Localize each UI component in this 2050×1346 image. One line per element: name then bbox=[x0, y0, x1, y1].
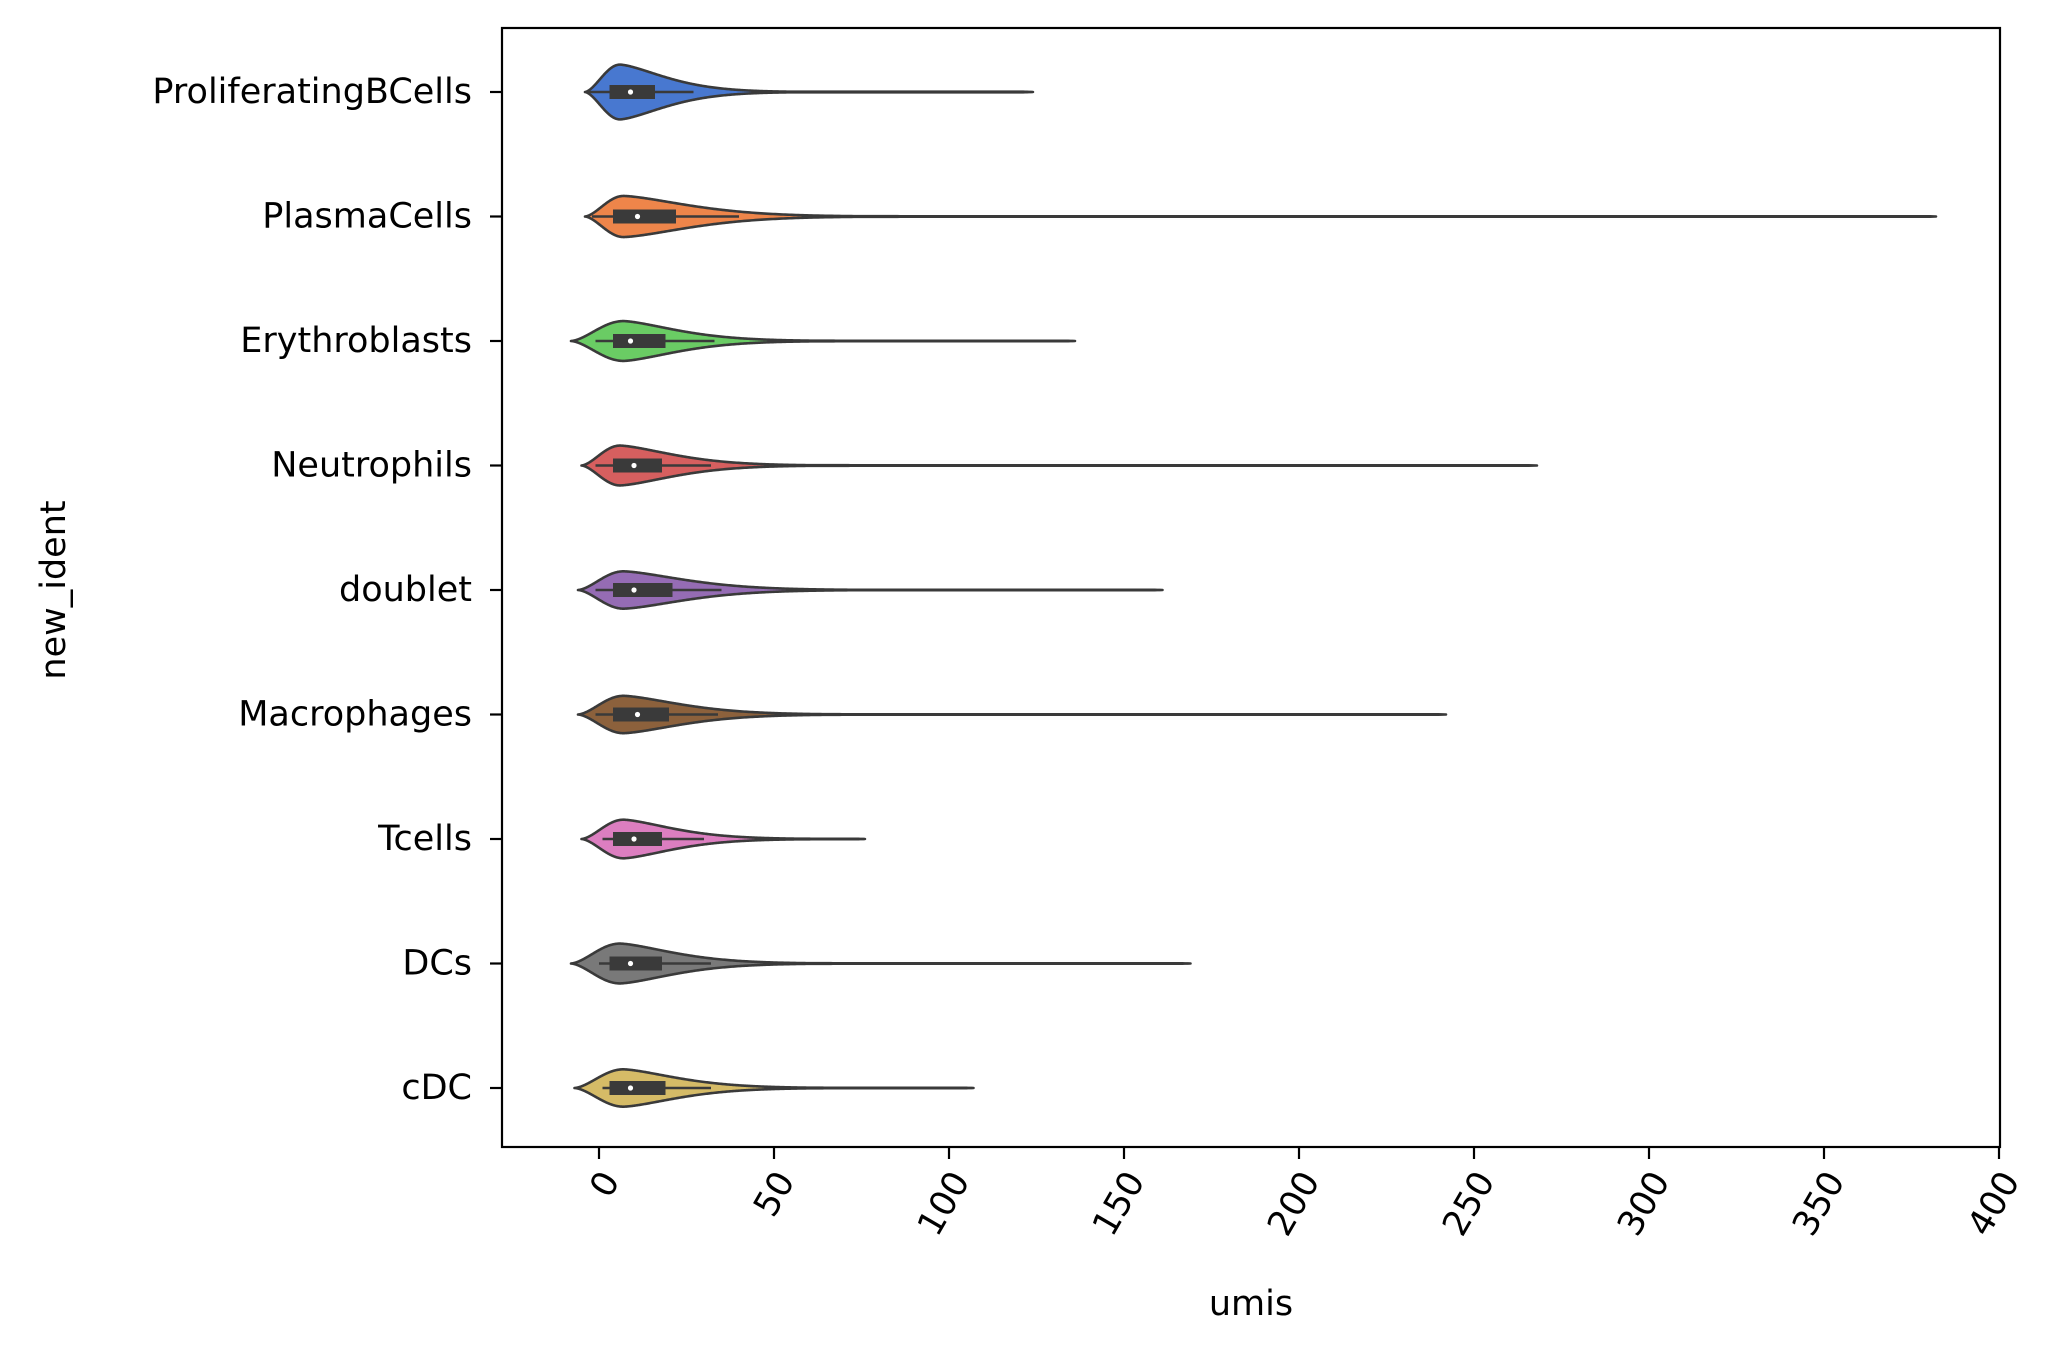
violin-tcells bbox=[580, 818, 867, 860]
y-tick-label: ProliferatingBCells bbox=[152, 72, 472, 112]
violin-dcs bbox=[569, 942, 1192, 985]
violin-iqr-box bbox=[613, 832, 662, 846]
violin-median-dot bbox=[631, 836, 637, 842]
violin-median-dot bbox=[634, 213, 641, 220]
violin-body bbox=[569, 319, 1077, 363]
violin-iqr-box bbox=[613, 583, 673, 597]
violin-iqr-box bbox=[613, 209, 676, 224]
x-tick-label: 250 bbox=[1435, 1165, 1503, 1243]
y-tick-label: cDC bbox=[401, 1068, 472, 1108]
y-tick-label: Neutrophils bbox=[271, 446, 472, 486]
x-tick-label: 350 bbox=[1785, 1165, 1853, 1243]
violin-erythroblasts bbox=[569, 319, 1077, 363]
x-tick-label: 0 bbox=[583, 1165, 629, 1204]
violin-median-dot bbox=[627, 1085, 634, 1091]
violin-iqr-box bbox=[613, 707, 669, 722]
violin-median-dot bbox=[627, 338, 634, 344]
violin-plasmacells bbox=[583, 194, 1938, 239]
x-tick-label: 150 bbox=[1085, 1165, 1153, 1243]
x-tick-label: 300 bbox=[1610, 1165, 1678, 1243]
violin-cdc bbox=[573, 1068, 975, 1108]
y-tick-label: PlasmaCells bbox=[262, 197, 472, 237]
violin-body bbox=[573, 1068, 975, 1108]
x-tick-label: 400 bbox=[1960, 1165, 2028, 1243]
violin-neutrophils bbox=[580, 444, 1539, 487]
violin-iqr-box bbox=[609, 1081, 666, 1095]
violin-median-dot bbox=[631, 587, 637, 593]
x-tick-label: 100 bbox=[910, 1165, 978, 1243]
y-tick-label: doublet bbox=[339, 570, 472, 610]
violin-body bbox=[569, 942, 1192, 985]
y-tick-label: Erythroblasts bbox=[240, 321, 472, 361]
y-axis: ProliferatingBCells PlasmaCells Erythrobla… bbox=[152, 72, 502, 1108]
y-axis-title: new_ident bbox=[34, 500, 74, 679]
y-tick-label: Tcells bbox=[377, 819, 472, 859]
violin-body bbox=[576, 570, 1164, 610]
plot-frame bbox=[500, 26, 2002, 1149]
y-tick-label: DCs bbox=[402, 944, 472, 984]
violin-body bbox=[576, 694, 1448, 735]
violin-median-dot bbox=[634, 711, 641, 718]
violin-iqr-box bbox=[613, 334, 666, 348]
violin-proliferatingbcells bbox=[583, 63, 1035, 121]
violin-median-dot bbox=[631, 462, 637, 469]
x-axis-title: umis bbox=[1209, 1284, 1293, 1324]
x-tick-label: 50 bbox=[746, 1165, 803, 1224]
violin-body bbox=[583, 63, 1035, 121]
violin-iqr-box bbox=[609, 956, 662, 971]
violin-median-dot bbox=[627, 89, 634, 95]
x-axis: 0 50 100 150 200 250 300 350 400 bbox=[583, 1147, 2028, 1243]
violin-body bbox=[580, 444, 1539, 487]
violin-body bbox=[583, 194, 1938, 239]
violin-iqr-box bbox=[613, 458, 662, 473]
violin-body bbox=[580, 818, 867, 860]
x-tick-label: 200 bbox=[1260, 1165, 1328, 1243]
violins-layer bbox=[569, 63, 1938, 1108]
y-tick-label: Macrophages bbox=[238, 695, 472, 735]
violin-macrophages bbox=[576, 694, 1448, 735]
violin-doublet bbox=[576, 570, 1164, 610]
violin-median-dot bbox=[627, 960, 634, 967]
